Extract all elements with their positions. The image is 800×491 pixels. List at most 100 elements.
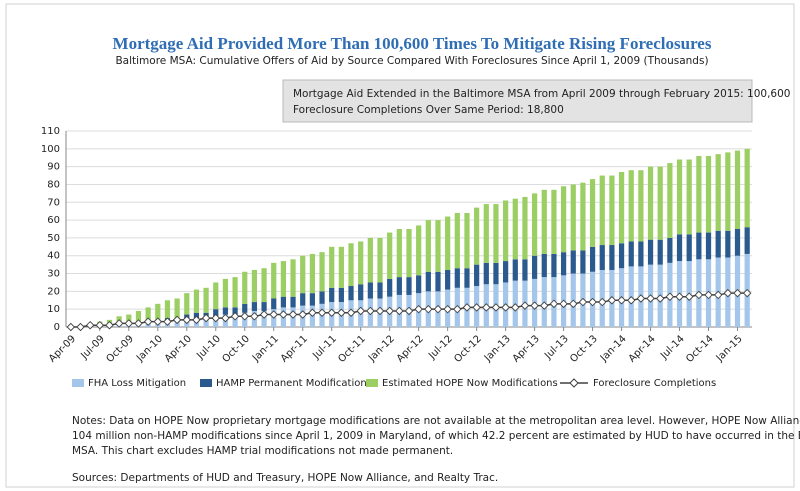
bar-segment (358, 284, 364, 301)
bar-segment (570, 250, 576, 274)
line-marker (424, 304, 433, 314)
bar-segment (174, 298, 180, 319)
bar-segment (705, 155, 712, 233)
line-marker (250, 312, 259, 321)
bar-segment (261, 310, 267, 327)
bar-segment (425, 271, 431, 292)
line-marker (733, 288, 742, 298)
line-marker (230, 312, 240, 321)
bar-segment (387, 278, 393, 297)
line-marker (298, 310, 307, 319)
bar-segment (348, 243, 354, 287)
bar-segment (242, 303, 248, 313)
bar-segment (290, 259, 296, 297)
y-tick-label: 50 (47, 233, 60, 244)
bar-segment (271, 298, 277, 310)
line-marker (742, 288, 752, 298)
legend-swatch (200, 379, 212, 387)
note: MSA. This chart excludes HAMP trial modi… (72, 445, 453, 457)
bar-segment (242, 271, 248, 304)
annotation: Foreclosure Completions Over Same Period… (293, 104, 564, 116)
bar-segment (474, 264, 480, 287)
y-tick-label: 10 (47, 304, 60, 315)
bar-segment (715, 230, 721, 258)
annotation: Mortgage Aid Extended in the Baltimore M… (293, 88, 790, 100)
line-marker (501, 303, 510, 312)
bar-segment (126, 314, 132, 324)
bar-segment (406, 277, 412, 295)
line-marker (192, 315, 201, 325)
bar-segment (338, 246, 344, 288)
line-marker (482, 303, 491, 312)
bar-segment (203, 287, 209, 313)
line-marker (172, 315, 182, 325)
line-marker (375, 306, 385, 316)
y-tick-label: 100 (41, 144, 60, 155)
line-marker (675, 292, 684, 301)
legend-label: Estimated HOPE Now Modifications (382, 378, 558, 389)
line-marker (279, 310, 288, 319)
bar-segment (609, 175, 615, 246)
bar-segment (531, 193, 538, 256)
bar-segment (744, 148, 750, 228)
line-marker (153, 317, 163, 326)
line-marker (134, 319, 143, 328)
bar-segment (203, 318, 209, 327)
bar-segment (280, 261, 287, 297)
bar-segment (445, 269, 451, 290)
bar-segment (580, 250, 586, 274)
bar-segment (387, 232, 393, 279)
bar-segment (647, 166, 654, 240)
bar-segment (551, 189, 557, 254)
bar-segment (135, 310, 142, 322)
bar-segment (377, 237, 383, 283)
bar-segment (734, 229, 741, 256)
line-marker (684, 292, 694, 301)
line-marker (443, 304, 452, 314)
bar-segment (551, 253, 557, 278)
line-marker (337, 308, 346, 317)
bar-segment (628, 241, 634, 267)
note: Notes: Data on HOPE Now proprietary mort… (72, 415, 800, 427)
legend-label: HAMP Permanent Modifications (216, 378, 372, 389)
bar-segment (261, 302, 267, 311)
bar-segment (512, 198, 518, 260)
line-marker (520, 301, 530, 310)
bar-segment (618, 243, 625, 269)
bar-segment (725, 230, 731, 258)
legend-swatch (569, 378, 579, 388)
line-marker (713, 290, 723, 300)
bar-segment (493, 262, 499, 285)
bar-segment (503, 200, 509, 262)
line-marker (143, 317, 153, 326)
bar-segment (686, 159, 692, 235)
bar-segment (348, 286, 354, 301)
bar-segment (657, 166, 663, 240)
bar-segment (715, 154, 721, 231)
line-marker (433, 304, 443, 314)
bar-segment (493, 204, 499, 263)
line-marker (617, 296, 626, 305)
y-tick-label: 30 (47, 269, 60, 280)
line-marker (559, 299, 568, 309)
note: 104 million non-HAMP modifications since… (72, 430, 800, 442)
bar-segment (338, 287, 344, 303)
bar-segment (377, 282, 383, 299)
bar-segment (309, 293, 315, 306)
bar-segment (522, 259, 528, 281)
bar-segment (628, 170, 634, 242)
line-marker (182, 315, 192, 325)
line-marker (453, 304, 462, 314)
bar-segment (261, 268, 267, 303)
line-marker (211, 313, 220, 323)
bar-segment (271, 262, 277, 299)
bar-segment (599, 175, 605, 246)
bar-segment (416, 225, 422, 276)
legend-label: Foreclosure Completions (593, 378, 716, 389)
line-marker (578, 297, 588, 307)
bar-segment (300, 255, 306, 294)
y-tick-label: 40 (47, 251, 60, 262)
y-tick-label: 90 (47, 162, 60, 173)
bar-segment (512, 259, 518, 281)
bar-segment (503, 261, 509, 283)
